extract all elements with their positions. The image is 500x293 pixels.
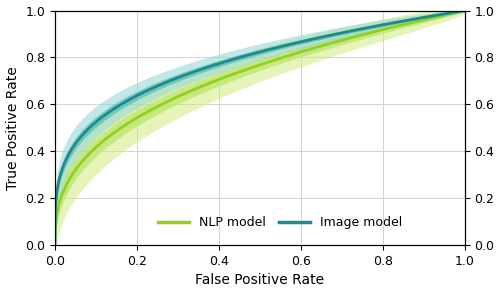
Y-axis label: True Positive Rate: True Positive Rate [6, 66, 20, 190]
X-axis label: False Positive Rate: False Positive Rate [195, 273, 324, 287]
Legend: NLP model, Image model: NLP model, Image model [153, 211, 407, 234]
